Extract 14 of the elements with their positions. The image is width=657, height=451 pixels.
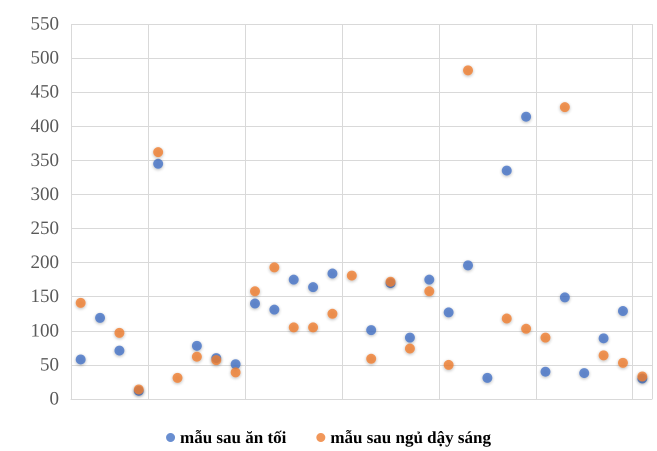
y-tick-label: 100 xyxy=(30,320,59,342)
y-tick-label: 0 xyxy=(50,388,59,410)
legend-label: mẫu sau ngủ dậy sáng xyxy=(330,428,492,447)
y-tick-label: 450 xyxy=(30,82,59,103)
y-tick-label: 400 xyxy=(30,116,59,137)
y-tick-label: 50 xyxy=(40,354,59,376)
legend-label: mẫu sau ăn tối xyxy=(180,428,287,447)
y-tick-label: 500 xyxy=(30,48,59,69)
y-tick-label: 350 xyxy=(30,150,59,171)
y-tick-label: 150 xyxy=(30,286,59,308)
y-tick-label: 550 xyxy=(30,14,59,34)
y-tick-label: 300 xyxy=(30,184,59,205)
y-tick-label: 200 xyxy=(30,252,59,274)
y-tick-label: 250 xyxy=(30,218,59,240)
